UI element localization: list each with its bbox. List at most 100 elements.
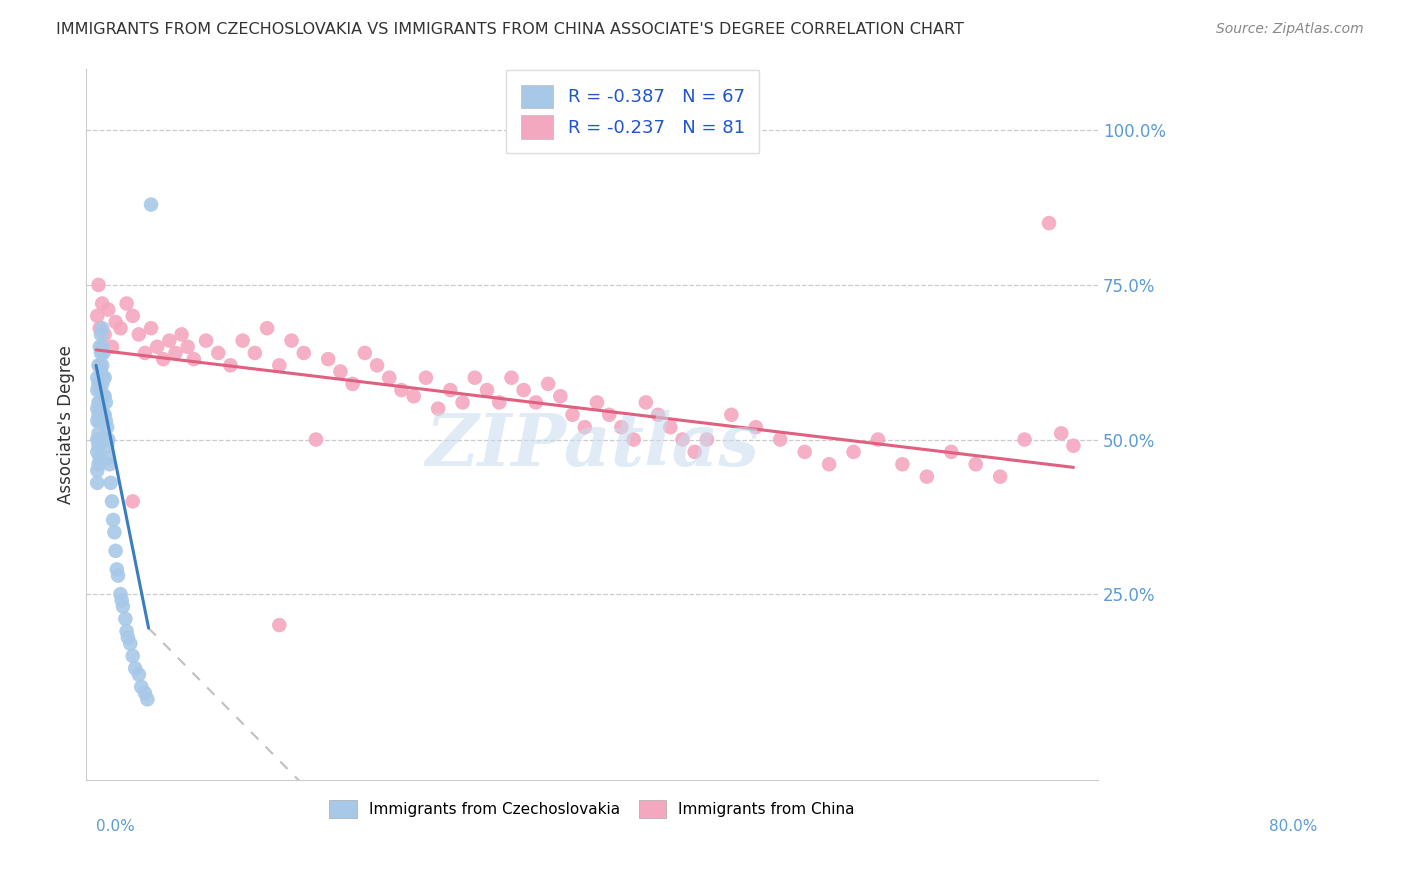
- Point: [115, 624, 138, 639]
- Point: [93, 389, 115, 403]
- Point: [93, 370, 115, 384]
- Point: [117, 631, 139, 645]
- Point: [891, 457, 914, 471]
- Point: [87, 277, 110, 292]
- Point: [90, 401, 112, 416]
- Point: [124, 661, 146, 675]
- Point: [464, 370, 486, 384]
- Point: [696, 433, 718, 447]
- Point: [97, 302, 120, 317]
- Point: [103, 525, 125, 540]
- Text: 0.0%: 0.0%: [96, 819, 135, 834]
- Point: [87, 457, 110, 471]
- Point: [501, 370, 523, 384]
- Point: [90, 383, 112, 397]
- Point: [87, 376, 110, 391]
- Point: [89, 376, 111, 391]
- Point: [93, 370, 115, 384]
- Point: [101, 513, 124, 527]
- Y-axis label: Associate's Degree: Associate's Degree: [58, 344, 75, 503]
- Point: [451, 395, 474, 409]
- Point: [1014, 433, 1036, 447]
- Point: [110, 321, 132, 335]
- Point: [136, 692, 159, 706]
- Point: [93, 389, 115, 403]
- Point: [623, 433, 645, 447]
- Point: [86, 414, 108, 428]
- Point: [671, 433, 693, 447]
- Point: [439, 383, 461, 397]
- Point: [91, 321, 114, 335]
- Point: [94, 414, 117, 428]
- Point: [134, 346, 156, 360]
- Point: [87, 439, 110, 453]
- Point: [89, 414, 111, 428]
- Point: [183, 352, 205, 367]
- Point: [988, 469, 1011, 483]
- Text: ZIPatlas: ZIPatlas: [425, 410, 759, 481]
- Point: [98, 457, 121, 471]
- Point: [101, 340, 124, 354]
- Point: [97, 451, 120, 466]
- Point: [89, 340, 111, 354]
- Point: [256, 321, 278, 335]
- Point: [111, 599, 134, 614]
- Text: IMMIGRANTS FROM CZECHOSLOVAKIA VS IMMIGRANTS FROM CHINA ASSOCIATE'S DEGREE CORRE: IMMIGRANTS FROM CZECHOSLOVAKIA VS IMMIGR…: [56, 22, 965, 37]
- Point: [561, 408, 583, 422]
- Legend: Immigrants from Czechoslovakia, Immigrants from China: Immigrants from Czechoslovakia, Immigran…: [322, 792, 862, 825]
- Point: [89, 395, 111, 409]
- Point: [91, 359, 114, 373]
- Point: [586, 395, 609, 409]
- Point: [91, 296, 114, 310]
- Point: [1038, 216, 1060, 230]
- Point: [524, 395, 547, 409]
- Point: [89, 321, 111, 335]
- Point: [647, 408, 669, 422]
- Point: [610, 420, 633, 434]
- Point: [104, 315, 127, 329]
- Point: [720, 408, 742, 422]
- Point: [243, 346, 266, 360]
- Point: [90, 346, 112, 360]
- Point: [269, 618, 291, 632]
- Point: [745, 420, 768, 434]
- Text: Source: ZipAtlas.com: Source: ZipAtlas.com: [1216, 22, 1364, 37]
- Point: [93, 346, 115, 360]
- Point: [87, 359, 110, 373]
- Point: [634, 395, 657, 409]
- Point: [941, 445, 963, 459]
- Point: [842, 445, 865, 459]
- Point: [550, 389, 572, 403]
- Point: [129, 680, 152, 694]
- Point: [818, 457, 841, 471]
- Point: [128, 327, 150, 342]
- Point: [402, 389, 425, 403]
- Point: [574, 420, 596, 434]
- Point: [107, 568, 129, 582]
- Point: [86, 445, 108, 459]
- Point: [1050, 426, 1073, 441]
- Point: [915, 469, 938, 483]
- Point: [87, 408, 110, 422]
- Point: [415, 370, 437, 384]
- Point: [86, 463, 108, 477]
- Point: [93, 408, 115, 422]
- Point: [87, 426, 110, 441]
- Point: [94, 433, 117, 447]
- Point: [97, 433, 120, 447]
- Point: [659, 420, 682, 434]
- Point: [965, 457, 987, 471]
- Point: [121, 648, 143, 663]
- Point: [134, 686, 156, 700]
- Point: [329, 364, 352, 378]
- Point: [90, 364, 112, 378]
- Point: [96, 420, 118, 434]
- Point: [121, 309, 143, 323]
- Point: [86, 383, 108, 397]
- Point: [94, 395, 117, 409]
- Point: [207, 346, 229, 360]
- Point: [128, 667, 150, 681]
- Point: [170, 327, 193, 342]
- Point: [115, 296, 138, 310]
- Point: [488, 395, 510, 409]
